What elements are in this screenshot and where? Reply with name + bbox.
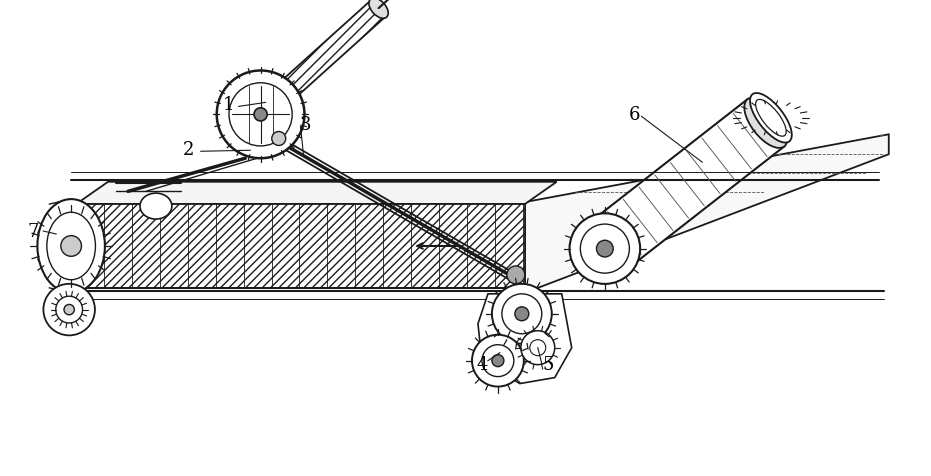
Ellipse shape [47,213,96,280]
Circle shape [570,214,641,284]
Polygon shape [525,135,889,293]
Ellipse shape [38,226,69,241]
Circle shape [506,267,525,284]
Polygon shape [478,294,572,384]
Circle shape [520,331,555,365]
Polygon shape [271,1,386,107]
Ellipse shape [38,252,69,267]
Circle shape [482,345,514,377]
Text: 5: 5 [542,355,553,373]
Circle shape [492,355,504,367]
Ellipse shape [270,90,287,108]
Text: 4: 4 [477,355,488,373]
Circle shape [56,297,83,323]
Text: 3: 3 [300,116,311,134]
Circle shape [502,294,542,334]
Circle shape [272,132,286,146]
Circle shape [64,305,74,315]
Polygon shape [76,205,525,288]
Circle shape [492,284,552,344]
Polygon shape [76,182,557,205]
Ellipse shape [756,100,786,137]
Circle shape [44,284,95,336]
Circle shape [530,340,546,356]
Circle shape [229,84,292,147]
Ellipse shape [140,194,172,219]
Ellipse shape [37,200,105,293]
Text: 6: 6 [628,106,641,124]
Ellipse shape [587,221,630,271]
Circle shape [254,109,267,122]
Text: 2: 2 [183,141,195,159]
Ellipse shape [744,99,788,149]
Text: 7: 7 [28,223,39,240]
Circle shape [515,307,529,321]
Circle shape [61,236,81,257]
Ellipse shape [369,0,388,19]
Ellipse shape [750,94,792,143]
Polygon shape [590,100,784,269]
Circle shape [597,241,614,258]
Circle shape [580,225,629,274]
Circle shape [217,71,304,159]
Text: 1: 1 [223,96,235,114]
Circle shape [472,335,524,387]
